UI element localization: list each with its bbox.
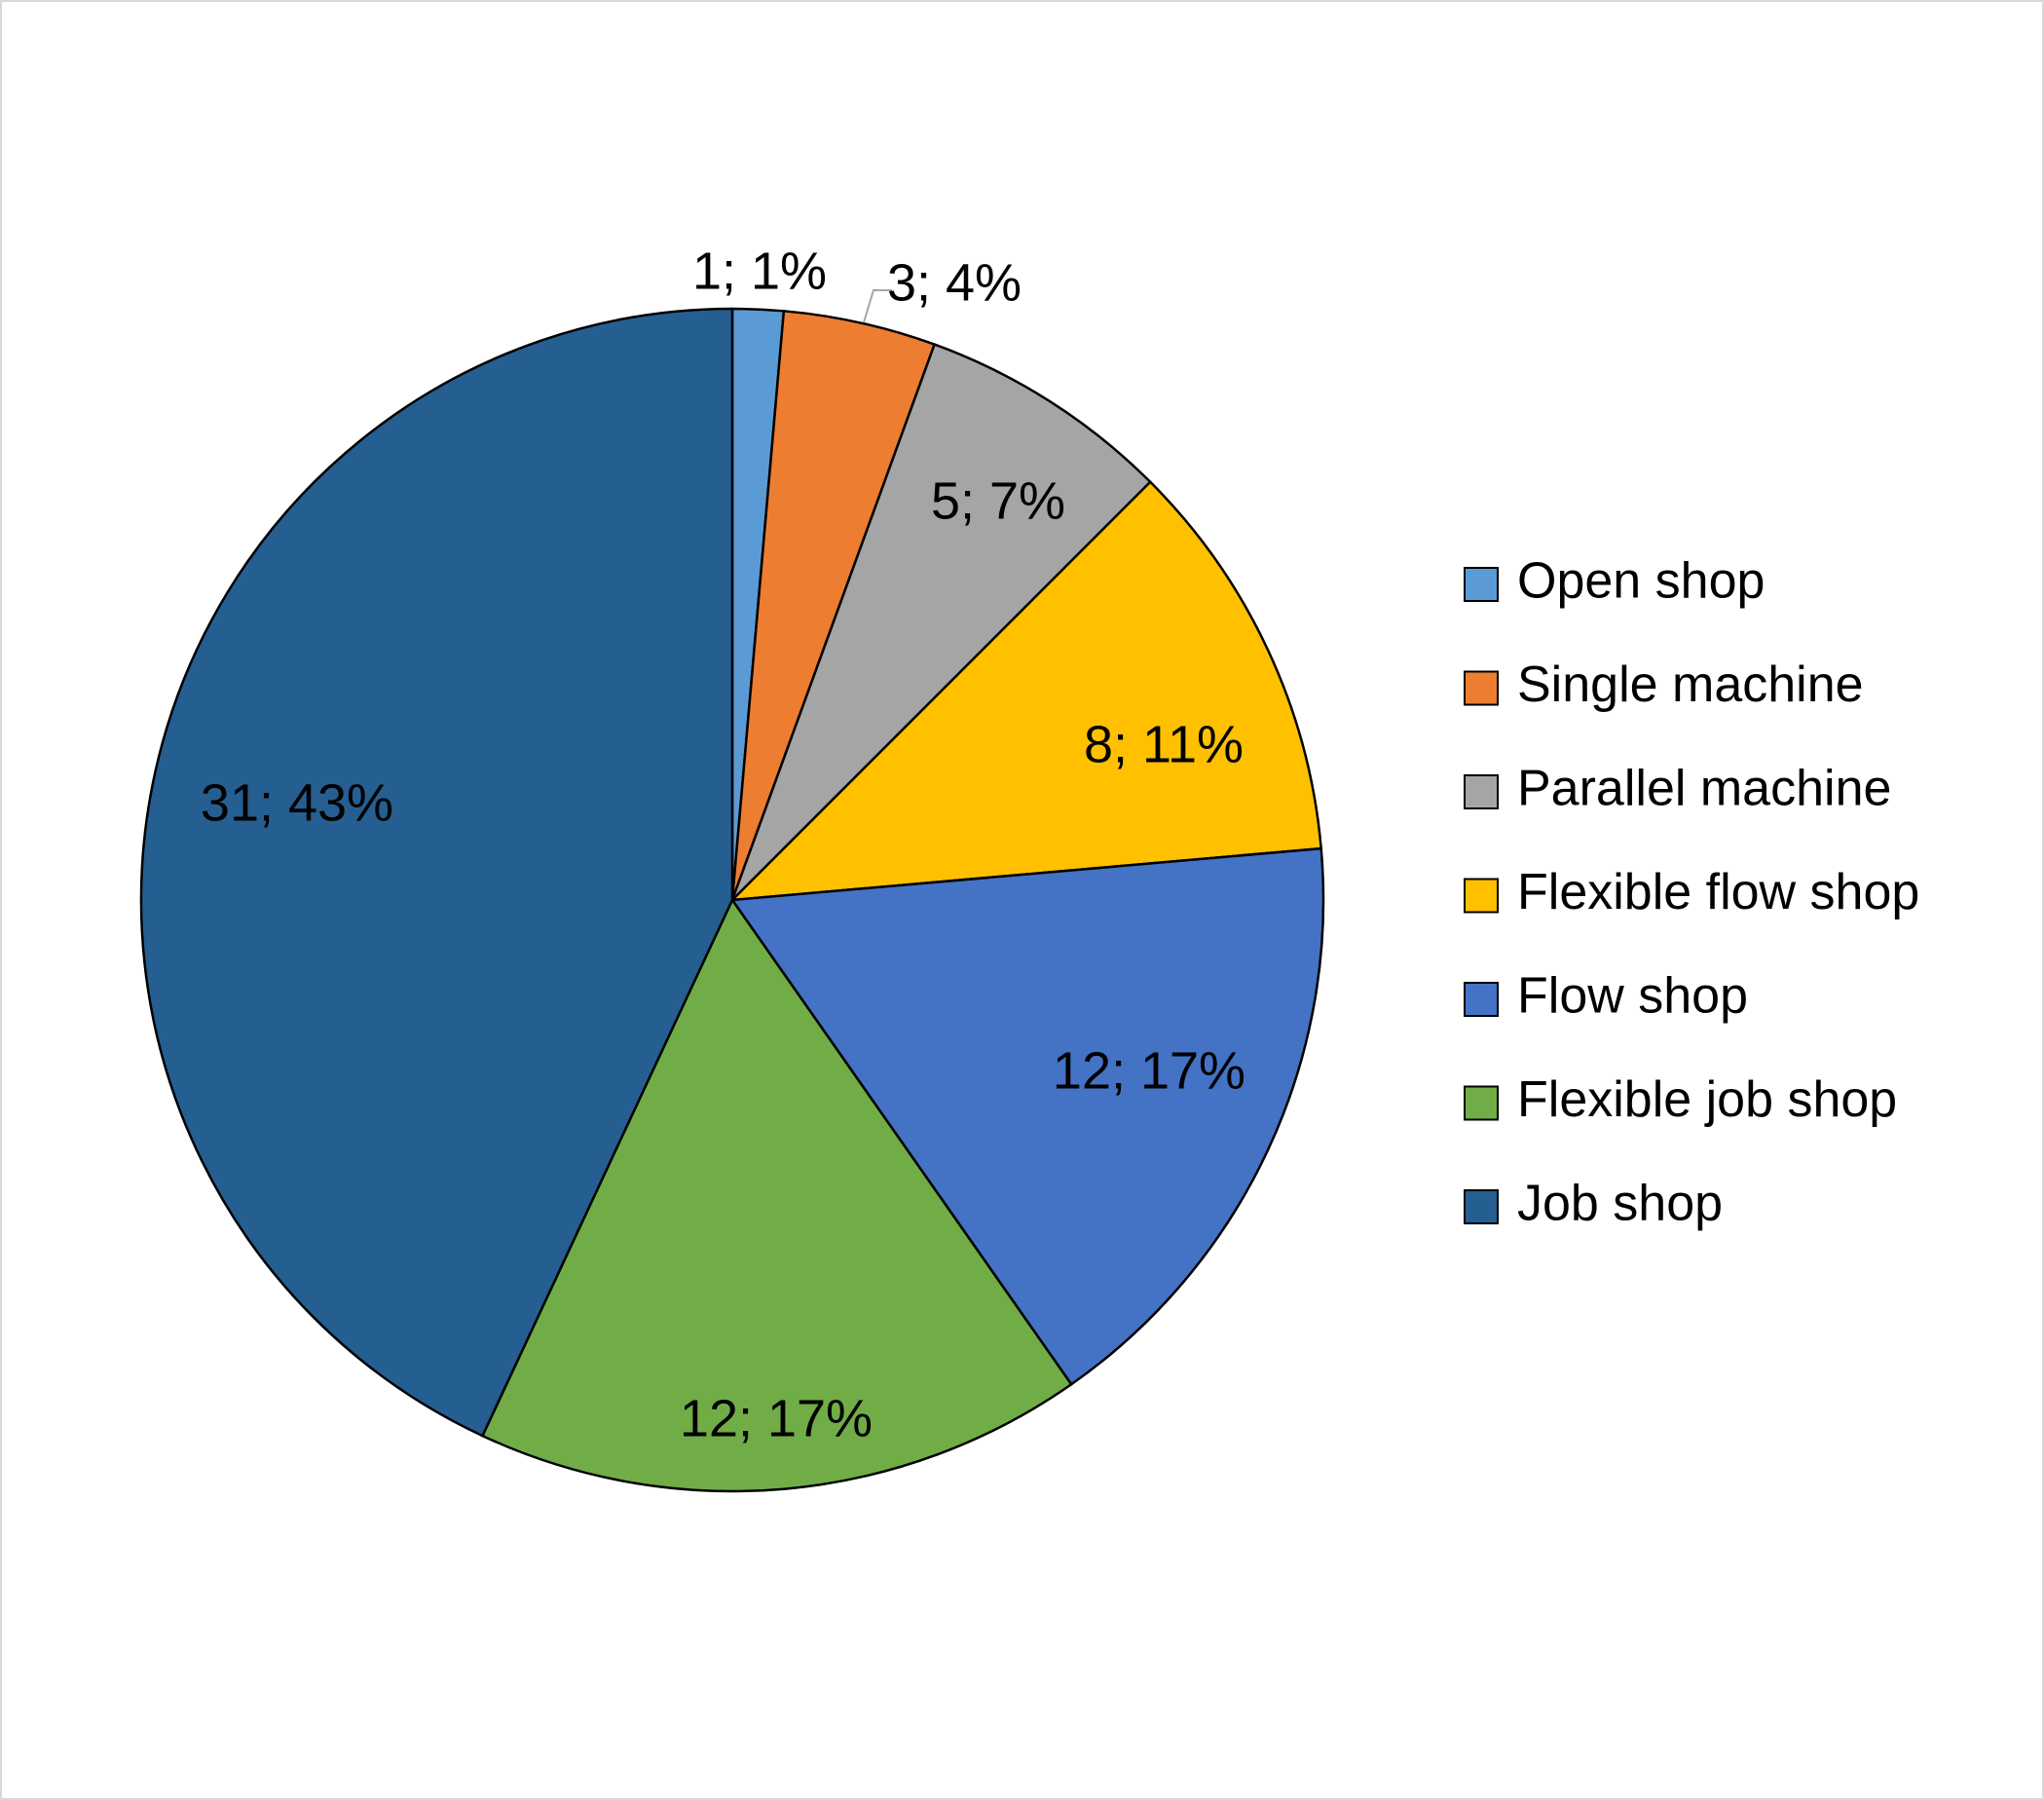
legend-item-single-machine: Single machine: [1464, 656, 1864, 713]
slice-job-shop: [139, 307, 734, 1438]
data-label-single-machine: 3; 4%: [887, 253, 1022, 312]
legend-label-flexible-flow-shop: Flexible flow shop: [1517, 864, 1919, 920]
data-label-open-shop: 1; 1%: [692, 242, 827, 300]
legend-item-flexible-flow-shop: Flexible flow shop: [1464, 864, 1919, 920]
legend-label-job-shop: Job shop: [1517, 1176, 1723, 1232]
slice-flow-shop: [729, 846, 1325, 1386]
legend-label-single-machine: Single machine: [1517, 656, 1864, 713]
legend-item-open-shop: Open shop: [1464, 553, 1765, 610]
data-label-flexible-flow-shop: 8; 11%: [1084, 715, 1244, 773]
legend-item-job-shop: Job shop: [1464, 1176, 1723, 1232]
legend-label-flexible-job-shop: Flexible job shop: [1517, 1071, 1897, 1128]
pie-slices: [139, 307, 1325, 1493]
legend-label-parallel-machine: Parallel machine: [1517, 761, 1891, 817]
data-label-job-shop: 31; 43%: [201, 773, 393, 832]
legend-label-flow-shop: Flow shop: [1517, 968, 1748, 1025]
data-label-flow-shop: 12; 17%: [1053, 1041, 1245, 1100]
slice-flexible-flow-shop: [728, 480, 1323, 902]
legend-swatch-flow-shop: [1464, 982, 1499, 1017]
legend-swatch-parallel-machine: [1464, 774, 1499, 809]
legend-swatch-flexible-flow-shop: [1464, 878, 1499, 914]
leader-line-single-machine: [863, 289, 892, 323]
data-label-flexible-job-shop: 12; 17%: [680, 1389, 873, 1447]
legend-swatch-single-machine: [1464, 670, 1499, 706]
legend-swatch-job-shop: [1464, 1189, 1499, 1224]
legend-item-parallel-machine: Parallel machine: [1464, 761, 1891, 817]
legend-swatch-open-shop: [1464, 567, 1499, 602]
slice-flexible-job-shop: [480, 897, 1073, 1493]
data-labels: 1; 1% 3; 4% 5; 7% 8; 11% 12; 17% 12; 17% 31; 4…: [201, 242, 1245, 1447]
slice-parallel-machine: [730, 343, 1152, 901]
data-label-parallel-machine: 5; 7%: [931, 471, 1065, 530]
legend-swatch-flexible-job-shop: [1464, 1085, 1499, 1121]
legend: Open shop Single machine Parallel machine F…: [1464, 553, 1919, 1232]
legend-item-flexible-job-shop: Flexible job shop: [1464, 1071, 1897, 1128]
legend-item-flow-shop: Flow shop: [1464, 968, 1748, 1025]
leader-lines: [863, 289, 892, 323]
legend-label-open-shop: Open shop: [1517, 553, 1765, 610]
